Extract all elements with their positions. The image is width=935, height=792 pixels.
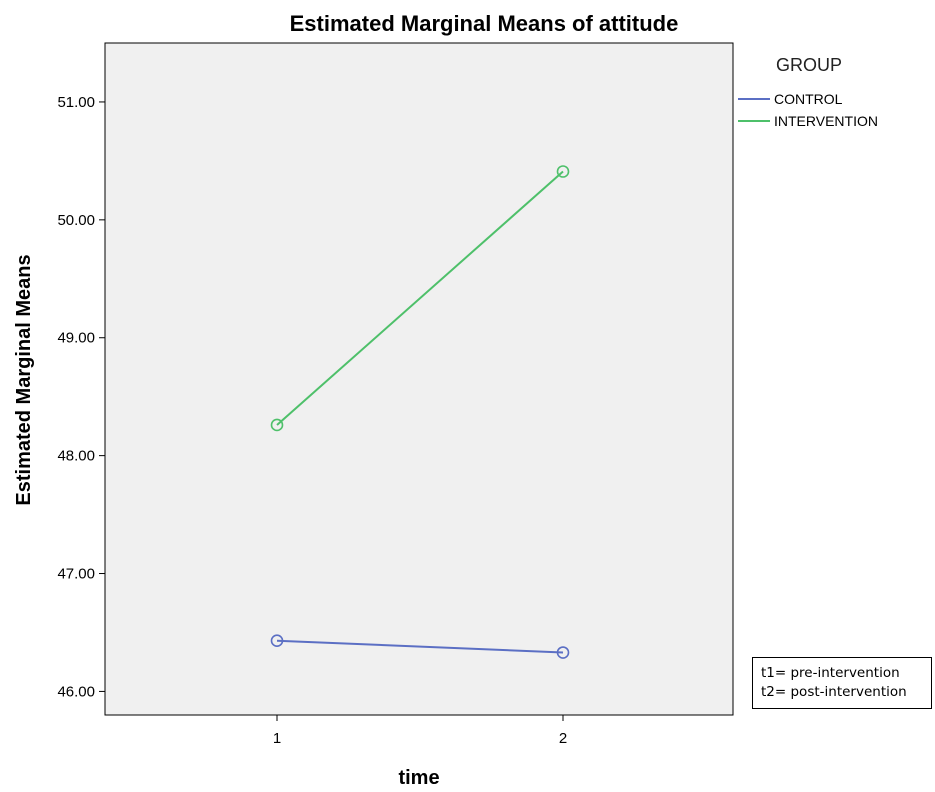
data-point-control	[556, 646, 570, 659]
legend-entry-control: CONTROL	[774, 91, 843, 107]
series-line-intervention	[276, 170, 564, 426]
series-line-control	[276, 639, 564, 654]
legend: GROUP CONTROL INTERVENTION	[738, 55, 878, 129]
y-axis-label: Estimated Marginal Means	[13, 254, 35, 505]
y-axis: 46.00 47.00 48.00 49.00 50.00 51.00	[57, 94, 105, 700]
y-tick-label: 50.00	[57, 212, 95, 229]
y-tick-label: 46.00	[57, 683, 95, 700]
time-note-box: t1= pre-intervention t2= post-interventi…	[752, 657, 932, 709]
data-point-control	[270, 634, 284, 648]
x-tick-label: 1	[273, 730, 281, 747]
legend-entry-intervention: INTERVENTION	[774, 113, 878, 129]
y-tick-label: 47.00	[57, 566, 95, 583]
chart-title: Estimated Marginal Means of attitude	[290, 11, 679, 36]
x-axis-label: time	[398, 767, 439, 789]
time-note-line-1: t1= pre-intervention	[761, 665, 900, 681]
y-tick-label: 48.00	[57, 448, 95, 465]
plot-area	[104, 42, 734, 716]
legend-title: GROUP	[776, 55, 842, 75]
data-point-intervention	[270, 418, 284, 432]
data-point-intervention	[556, 165, 570, 178]
x-tick-label: 2	[559, 730, 567, 747]
y-tick-label: 49.00	[57, 330, 95, 347]
series-layer	[270, 165, 570, 659]
y-tick-label: 51.00	[57, 94, 95, 111]
time-note-line-2: t2= post-intervention	[761, 684, 907, 700]
